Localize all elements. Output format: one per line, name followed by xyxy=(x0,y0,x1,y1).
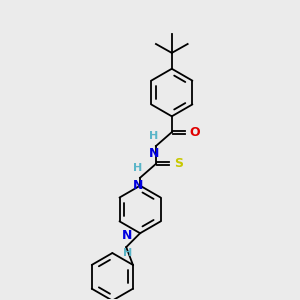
Text: H: H xyxy=(149,131,159,141)
Text: O: O xyxy=(190,126,200,139)
Text: S: S xyxy=(174,158,183,170)
Text: N: N xyxy=(133,179,143,192)
Text: N: N xyxy=(122,229,132,242)
Text: H: H xyxy=(134,163,143,173)
Text: N: N xyxy=(149,147,159,160)
Text: H: H xyxy=(123,248,132,258)
